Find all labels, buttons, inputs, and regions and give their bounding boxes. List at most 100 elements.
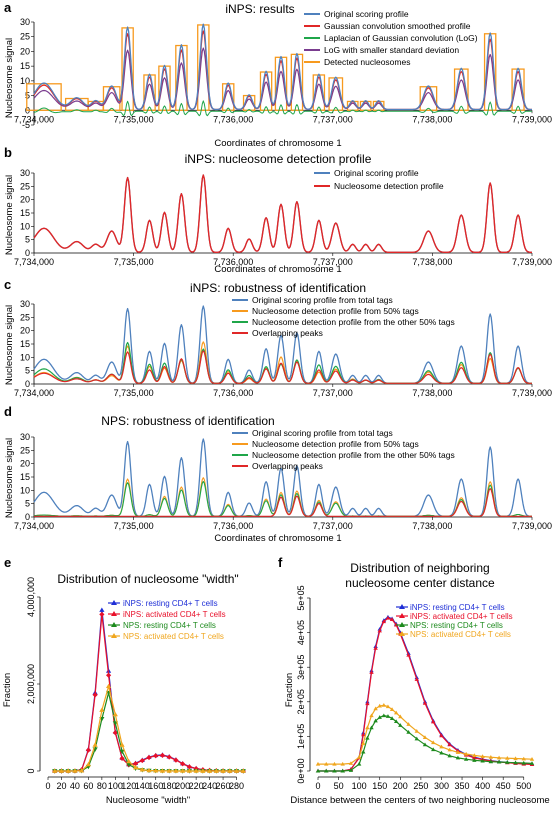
x-tick-label: 7,735,000: [114, 114, 154, 124]
series-point: [439, 733, 444, 738]
series-point: [112, 730, 118, 736]
series-point: [240, 768, 246, 773]
legend-label: iNPS: resting CD4+ T cells: [410, 603, 505, 612]
x-tick-label: 7,738,000: [412, 257, 452, 267]
series-point: [153, 768, 159, 773]
x-tick-label: 100: [352, 781, 367, 791]
plot-area-d: 0 5 10 15 20 25 30 7,734,000 7,735,000 7,736,000 7…: [14, 432, 552, 531]
series-point: [385, 714, 391, 718]
series-point: [315, 768, 321, 773]
series-point: [385, 615, 391, 620]
plot-area-e: 0 2,000,000 4,000,000 0 20 40 60 80 100120140160…: [26, 577, 246, 791]
detected-nucleosome-box: [26, 83, 62, 111]
y-tick-label: 25: [20, 312, 30, 322]
series-point: [529, 757, 535, 761]
series-line-3: [318, 704, 533, 765]
x-tick-label: 7,737,000: [313, 114, 353, 124]
panel-letter-c: c: [4, 277, 11, 292]
series-point: [52, 768, 58, 773]
y-tick-label: 15: [20, 339, 30, 349]
legend-label: Nucleosome detection profile from 50% ta…: [252, 306, 419, 316]
series-point: [373, 718, 378, 723]
legend-e: iNPS: resting CD4+ T cells iNPS: activate…: [108, 599, 226, 641]
series-point: [146, 754, 152, 761]
overlapping-peaks-line: [33, 350, 532, 384]
series-point: [340, 768, 345, 773]
series-point: [173, 768, 179, 773]
series-point: [422, 742, 428, 747]
legend-marker: [399, 613, 405, 618]
panel-c-title: iNPS: robustness of identification: [190, 281, 366, 295]
series-point: [356, 754, 362, 759]
x-tick-label: 7,736,000: [213, 257, 253, 267]
series-point: [480, 758, 485, 763]
panel-d-xlabel: Coordinates of chromosome 1: [214, 533, 341, 544]
series-point: [439, 744, 444, 749]
legend-b: Original scoring profile Nucleosome detec…: [314, 168, 444, 191]
series-point: [414, 729, 419, 733]
series-point: [348, 761, 354, 765]
series-point: [340, 761, 345, 766]
y-tick-label: 30: [20, 168, 30, 178]
panel-f: f Distribution of neighboring nucleosome…: [278, 555, 550, 806]
series-point: [233, 768, 240, 773]
series-point: [529, 761, 535, 765]
x-tick-label: 50: [334, 781, 344, 791]
series-point: [72, 768, 78, 773]
series-point: [112, 711, 118, 717]
y-tick-label: 25: [20, 181, 30, 191]
series-point: [447, 753, 452, 758]
x-tick-label: 7,735,000: [114, 388, 154, 398]
legend-label: NPS: activated CD4+ T cells: [123, 632, 224, 641]
series-point: [139, 767, 145, 772]
series-point: [139, 757, 145, 764]
y-tick-label: 5: [25, 235, 30, 245]
series-point: [472, 758, 477, 762]
panel-b: b iNPS: nucleosome detection profile Nuc…: [4, 145, 552, 275]
x-tick-label: 120: [121, 781, 136, 791]
panel-a-xlabel: Coordinates of chromosome 1: [214, 138, 341, 149]
series-point: [159, 752, 166, 758]
x-tick-label: 7,734,000: [14, 521, 54, 531]
detected-nucleosome-box: [102, 86, 121, 111]
y-tick-label: 0: [25, 248, 30, 258]
series-point: [377, 715, 382, 719]
series-point: [361, 741, 366, 745]
x-tick-label: 140: [135, 781, 150, 791]
series-point: [513, 756, 518, 761]
x-tick-label: 7,739,000: [512, 114, 552, 124]
x-tick-label: 7,735,000: [114, 257, 154, 267]
panel-f-ylabel: Fraction: [284, 673, 295, 707]
legend-label: Original scoring profile: [324, 9, 409, 19]
y-tick-label: 20: [20, 46, 30, 56]
x-tick-label: 400: [475, 781, 490, 791]
legend-marker: [111, 633, 117, 638]
y-tick-label: 10: [20, 352, 30, 362]
y-tick-label: 0: [25, 512, 30, 522]
x-tick-label: 160: [148, 781, 163, 791]
x-tick-label: 7,737,000: [313, 388, 353, 398]
series-point: [356, 761, 362, 766]
series-point: [505, 755, 510, 760]
panel-d-ylabel: Nucleosome signal: [4, 438, 15, 518]
x-tick-label: 100: [108, 781, 123, 791]
legend-marker: [399, 631, 405, 636]
series-point: [119, 742, 125, 747]
series-line-2: [318, 714, 533, 772]
series-line-1: [318, 617, 533, 772]
x-tick-label: 7,738,000: [412, 114, 452, 124]
log-line: [33, 100, 532, 117]
x-tick-label: 350: [455, 781, 470, 791]
series-point: [227, 768, 233, 773]
series-point: [166, 754, 172, 760]
y-tick-label: 25: [20, 445, 30, 455]
legend-label: LoG with smaller standard deviation: [324, 45, 459, 55]
y-tick-label: 1e+05: [296, 724, 306, 749]
y-tick-label: 10: [20, 76, 30, 86]
legend-label: Overlapping peaks: [252, 461, 323, 471]
x-tick-label: 60: [83, 781, 93, 791]
series-point: [381, 619, 387, 624]
legend-marker: [399, 622, 405, 627]
series-point: [58, 768, 65, 773]
